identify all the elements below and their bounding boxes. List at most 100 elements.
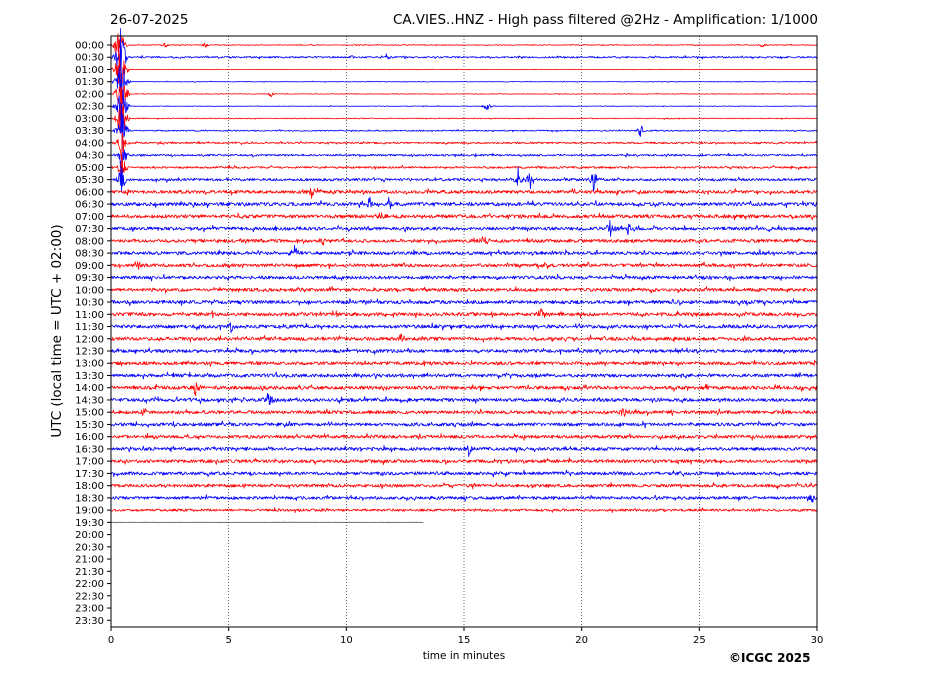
trace-row-01:30 (111, 66, 818, 119)
trace-row-12:00 (110, 333, 818, 343)
trace-row-00:30 (110, 28, 818, 84)
x-tick-label: 5 (225, 635, 231, 646)
x-tick-label: 30 (811, 635, 824, 646)
trace-row-11:00 (110, 308, 818, 319)
trace-row-02:30 (110, 73, 818, 133)
plot-frame (110, 35, 818, 628)
row-time-label: 19:30 (75, 518, 104, 529)
x-tick-label: 10 (340, 635, 353, 646)
row-time-label: 04:30 (75, 151, 104, 162)
row-time-label: 00:00 (75, 41, 104, 52)
trace-row-05:30 (110, 165, 818, 193)
plot-date: 26-07-2025 (110, 12, 189, 28)
trace-row-15:00 (110, 408, 818, 417)
row-time-label: 09:30 (75, 273, 104, 284)
row-time-label: 08:00 (75, 236, 104, 247)
trace-row-15:30 (110, 420, 818, 429)
trace-row-07:30 (110, 219, 818, 237)
vertical-grid (228, 36, 700, 627)
row-time-label: 23:30 (75, 616, 104, 627)
row-time-label: 02:30 (75, 102, 104, 113)
seismic-traces (110, 28, 818, 524)
row-time-label: 04:00 (75, 138, 104, 149)
trace-row-04:00 (110, 132, 818, 163)
trace-row-17:00 (110, 457, 818, 465)
row-time-label: 20:00 (75, 530, 104, 541)
row-time-label: 14:30 (75, 395, 104, 406)
x-tick-label: 15 (458, 635, 471, 646)
trace-row-04:30 (110, 149, 818, 175)
row-time-label: 22:00 (75, 579, 104, 590)
trace-row-09:30 (110, 273, 818, 282)
x-tick-label: 20 (575, 635, 588, 646)
row-time-label: 23:00 (75, 604, 104, 615)
trace-row-08:30 (110, 244, 818, 257)
row-time-label: 02:00 (75, 89, 104, 100)
row-time-label: 07:30 (75, 224, 104, 235)
trace-row-16:30 (110, 445, 818, 458)
row-time-label: 22:30 (75, 591, 104, 602)
trace-row-01:00 (110, 53, 818, 99)
row-time-label: 13:00 (75, 359, 104, 370)
row-time-label: 17:00 (75, 457, 104, 468)
row-time-label: 05:30 (75, 175, 104, 186)
trace-row-02:00 (110, 85, 818, 123)
row-time-label: 15:00 (75, 408, 104, 419)
trace-row-12:30 (110, 347, 818, 355)
trace-row-18:30 (110, 494, 818, 503)
row-time-label: 21:00 (75, 555, 104, 566)
row-time-label: 21:30 (75, 567, 104, 578)
row-time-label: 08:30 (75, 249, 104, 260)
trace-row-06:30 (110, 196, 818, 209)
trace-row-00:00 (110, 33, 818, 60)
row-time-label: 12:00 (75, 334, 104, 345)
row-time-label: 18:00 (75, 481, 104, 492)
row-time-label: 06:00 (75, 187, 104, 198)
trace-row-14:00 (110, 382, 818, 397)
row-time-label: 18:30 (75, 493, 104, 504)
row-time-label: 11:00 (75, 310, 104, 321)
x-axis-ticks: 0 5 10 15 20 25 30 (108, 627, 824, 646)
row-time-label: 12:30 (75, 347, 104, 358)
row-time-label: 16:00 (75, 432, 104, 443)
row-time-label: 03:30 (75, 126, 104, 137)
row-time-label: 14:00 (75, 383, 104, 394)
trace-row-10:00 (110, 286, 818, 294)
x-tick-label: 25 (693, 635, 706, 646)
row-time-label: 07:00 (75, 212, 104, 223)
trace-row-08:00 (110, 236, 818, 246)
trace-row-19:30 (110, 521, 424, 524)
trace-row-05:00 (111, 156, 818, 181)
x-axis-label: time in minutes (422, 650, 506, 662)
row-time-label: 11:30 (75, 322, 104, 333)
row-time-label: 19:00 (75, 506, 104, 517)
row-time-label: 17:30 (75, 469, 104, 480)
trace-row-14:30 (110, 393, 818, 405)
row-time-label: 16:30 (75, 444, 104, 455)
plot-title: CA.VIES..HNZ - High pass filtered @2Hz -… (393, 12, 818, 28)
row-time-label: 13:30 (75, 371, 104, 382)
row-time-label: 05:00 (75, 163, 104, 174)
row-time-label: 06:30 (75, 200, 104, 211)
row-time-label: 00:30 (75, 53, 104, 64)
row-time-label: 01:00 (75, 65, 104, 76)
row-time-label: 10:30 (75, 298, 104, 309)
row-time-label: 20:30 (75, 542, 104, 553)
row-time-label: 01:30 (75, 77, 104, 88)
trace-row-13:00 (110, 359, 818, 367)
trace-row-16:00 (110, 432, 818, 441)
trace-row-10:30 (110, 298, 818, 306)
trace-row-03:00 (110, 86, 818, 145)
row-time-label: 15:30 (75, 420, 104, 431)
trace-row-11:30 (111, 322, 818, 333)
trace-row-17:30 (110, 469, 818, 478)
trace-row-18:00 (110, 482, 818, 490)
row-time-label: 09:00 (75, 261, 104, 272)
row-time-label: 10:00 (75, 285, 104, 296)
copyright-notice: ©ICGC 2025 (729, 651, 811, 665)
row-time-label: 03:00 (75, 114, 104, 125)
trace-row-07:00 (110, 212, 818, 221)
trace-row-06:00 (110, 187, 818, 199)
